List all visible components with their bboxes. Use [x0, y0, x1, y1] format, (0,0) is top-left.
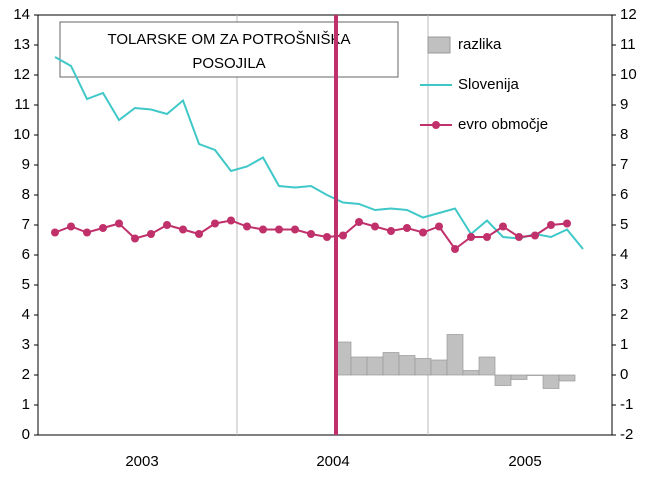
y2-tick-label: -2: [620, 426, 633, 443]
legend-swatch: [427, 36, 451, 54]
marker: [307, 230, 315, 238]
y2-tick-label: 0: [620, 366, 628, 383]
y2-tick-label: 12: [620, 6, 637, 23]
marker: [435, 222, 443, 231]
y-tick-label: 4: [22, 306, 30, 323]
y2-tick-label: 11: [620, 36, 636, 53]
y-tick-label: 11: [14, 96, 30, 113]
y2-tick-label: 8: [620, 126, 628, 143]
y2-tick-label: 10: [620, 66, 637, 83]
y2-tick-label: 9: [620, 96, 628, 113]
marker: [147, 230, 155, 238]
bar: [398, 355, 416, 376]
marker: [195, 230, 203, 238]
marker: [515, 233, 523, 241]
marker: [451, 245, 459, 253]
bar: [526, 374, 544, 376]
marker: [339, 231, 347, 240]
bar: [430, 359, 448, 376]
marker: [227, 216, 235, 225]
marker: [547, 221, 555, 229]
bar: [414, 358, 432, 376]
marker: [131, 234, 139, 243]
y2-tick-label: 3: [620, 276, 628, 293]
y2-tick-label: -1: [620, 396, 633, 413]
bar: [446, 334, 464, 376]
marker: [323, 233, 331, 241]
legend-label: razlika: [458, 36, 502, 53]
y2-tick-label: 1: [620, 336, 628, 353]
y-tick-label: 13: [13, 36, 30, 53]
marker: [467, 233, 475, 241]
marker: [179, 225, 187, 234]
marker: [419, 228, 427, 237]
y2-tick-label: 6: [620, 186, 628, 203]
y-tick-label: 7: [22, 216, 30, 233]
x-group-label: 2004: [316, 453, 349, 470]
marker: [259, 225, 267, 234]
marker: [211, 219, 219, 228]
bar: [494, 374, 512, 386]
y-tick-label: 9: [22, 156, 30, 173]
chart-title: POSOJILA: [192, 55, 265, 72]
bar: [542, 374, 560, 389]
bar: [366, 356, 384, 376]
chart-title: TOLARSKE OM ZA POTROŠNIŠKA: [107, 31, 350, 48]
title-box: [59, 21, 399, 78]
bar: [558, 374, 576, 382]
y-tick-label: 5: [22, 276, 30, 293]
marker: [483, 233, 491, 241]
line: [54, 56, 584, 250]
marker: [67, 222, 75, 231]
marker: [531, 231, 539, 240]
y-tick-label: 8: [22, 186, 30, 203]
marker: [387, 227, 395, 235]
marker: [115, 219, 123, 228]
y-tick-label: 0: [22, 426, 30, 443]
y-tick-label: 1: [22, 396, 30, 413]
bar: [462, 370, 480, 376]
marker: [371, 222, 379, 231]
y2-tick-label: 5: [620, 216, 628, 233]
y-tick-label: 14: [13, 6, 30, 23]
legend-marker: [432, 121, 440, 129]
legend-label: Slovenija: [458, 76, 520, 93]
marker: [99, 224, 107, 232]
marker: [499, 222, 507, 231]
x-group-label: 2003: [125, 453, 158, 470]
y2-tick-label: 4: [620, 246, 628, 263]
y-tick-label: 10: [13, 126, 30, 143]
marker: [51, 228, 59, 237]
marker: [403, 224, 411, 232]
marker: [291, 225, 299, 234]
y2-tick-label: 2: [620, 306, 628, 323]
marker: [243, 222, 251, 231]
legend-label: evro območje: [458, 116, 548, 133]
plot-frame: [37, 14, 613, 436]
marker: [355, 218, 363, 226]
x-group-label: 2005: [508, 453, 541, 470]
bar: [478, 356, 496, 376]
marker: [563, 219, 571, 228]
y-tick-label: 3: [22, 336, 30, 353]
bar: [350, 356, 368, 376]
y-tick-label: 6: [22, 246, 30, 263]
y2-tick-label: 7: [620, 156, 628, 173]
bar: [382, 352, 400, 376]
bar: [510, 374, 528, 380]
marker: [275, 225, 283, 234]
marker: [83, 228, 91, 237]
y-tick-label: 12: [13, 66, 30, 83]
y-tick-label: 2: [22, 366, 30, 383]
marker: [163, 221, 171, 229]
